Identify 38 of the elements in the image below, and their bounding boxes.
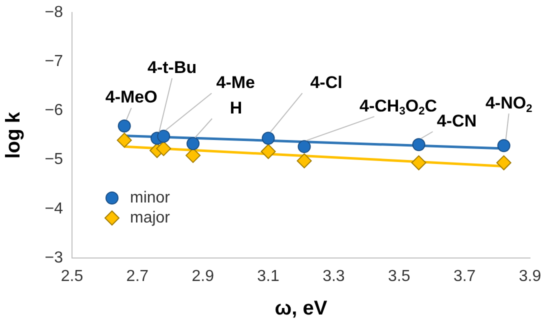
point <box>118 119 131 132</box>
point <box>186 148 201 163</box>
annotation: 4-Me <box>216 72 255 92</box>
point <box>116 132 132 148</box>
annotation: 4-t-Bu <box>148 58 197 77</box>
y-tick-label: −4 <box>44 200 64 218</box>
y-axis-title: log k <box>2 111 25 159</box>
x-axis-title: ω, eV <box>274 298 328 320</box>
point <box>412 138 426 152</box>
point <box>262 132 275 145</box>
annotation: 4-CN <box>436 111 477 130</box>
x-tick-label: 3.7 <box>453 268 476 286</box>
y-tick-label: −8 <box>44 4 64 22</box>
y-tick-label: −3 <box>44 249 64 266</box>
point <box>157 130 170 143</box>
legend-label: major <box>130 209 171 226</box>
legend-label: minor <box>130 189 171 206</box>
x-tick-label: 3.1 <box>257 268 280 286</box>
point <box>411 155 426 170</box>
point <box>156 141 172 156</box>
y-tick-label: −5 <box>44 151 64 168</box>
point <box>497 139 510 152</box>
annotation: H <box>230 98 242 118</box>
x-tick-label: 3.5 <box>388 268 410 286</box>
point <box>260 144 276 159</box>
x-tick-label: 2.5 <box>60 268 84 286</box>
y-tick-label: −6 <box>44 102 64 120</box>
x-tick-label: 3.3 <box>322 268 345 286</box>
point <box>298 140 311 154</box>
point <box>496 155 512 170</box>
y-tick-label: −7 <box>44 53 64 70</box>
x-tick-label: 2.7 <box>126 268 149 286</box>
x-tick-label: 3.9 <box>518 268 542 286</box>
x-tick-label: 2.9 <box>192 268 214 286</box>
point <box>186 137 200 150</box>
point <box>296 153 312 168</box>
annotation: 4-Cl <box>310 72 342 92</box>
annotation: 4-MeO <box>105 88 158 107</box>
